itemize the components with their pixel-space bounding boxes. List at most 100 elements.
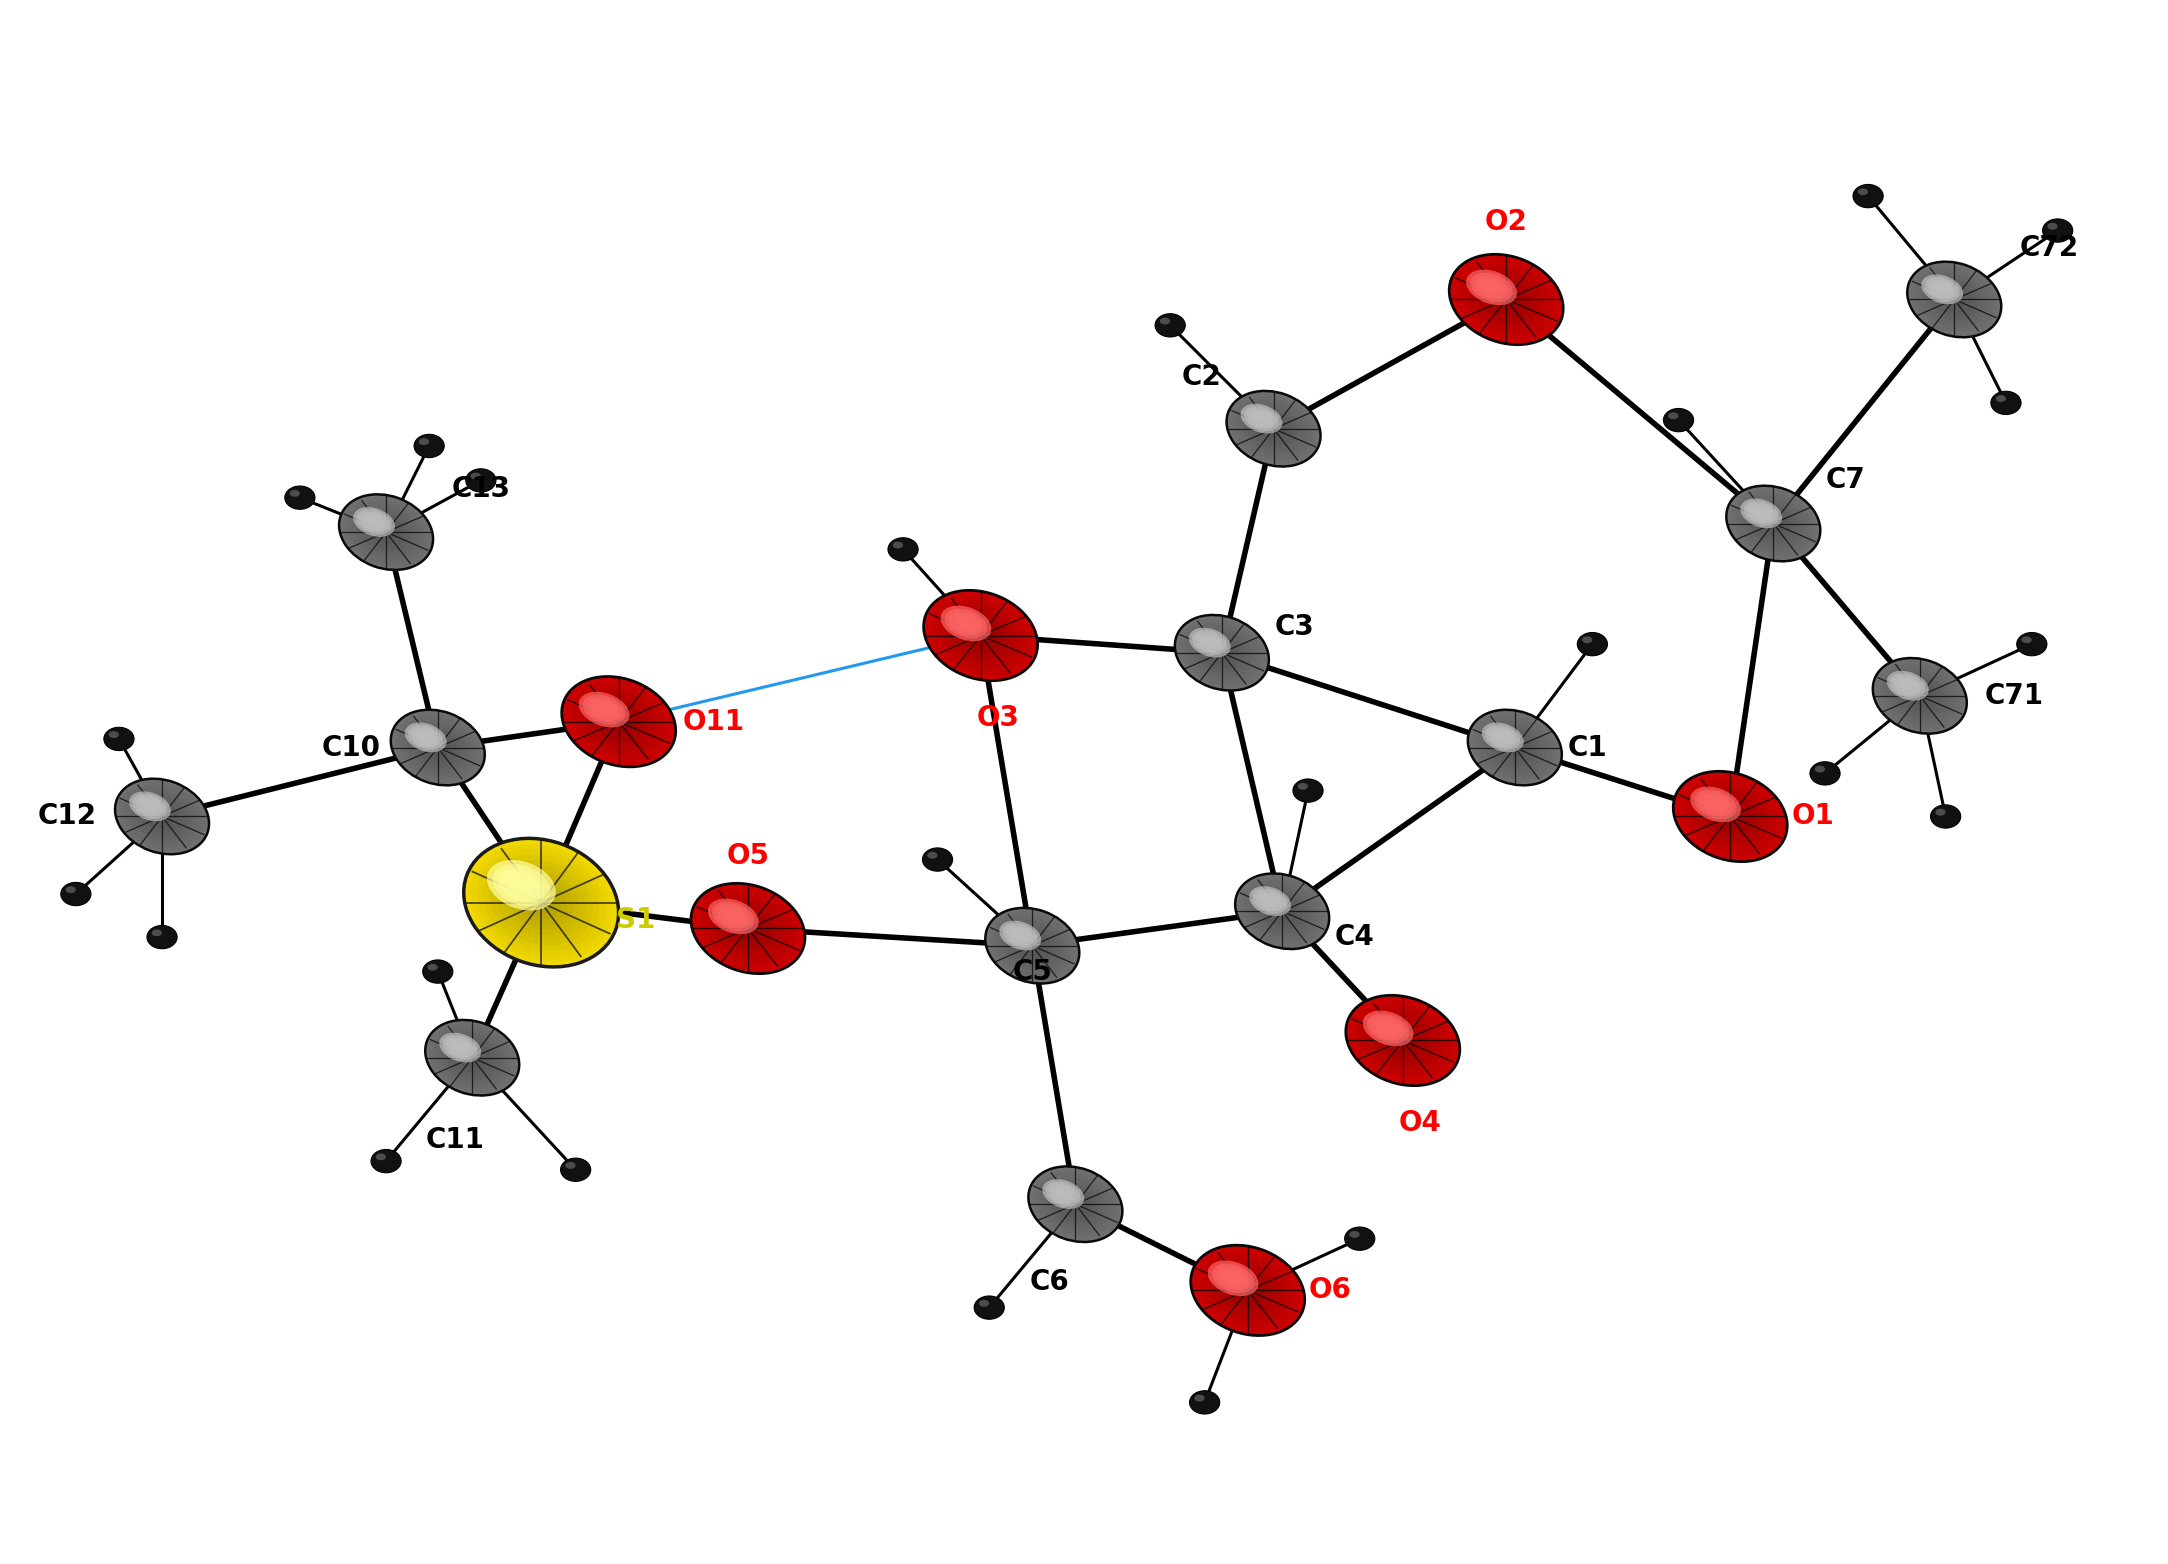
Ellipse shape <box>950 612 982 635</box>
Ellipse shape <box>1043 1179 1084 1209</box>
Ellipse shape <box>423 735 453 760</box>
Ellipse shape <box>1917 693 1923 699</box>
Text: C72: C72 <box>2018 233 2079 261</box>
Ellipse shape <box>1466 269 1518 305</box>
Ellipse shape <box>425 1020 518 1095</box>
Ellipse shape <box>1379 1023 1396 1034</box>
Ellipse shape <box>1045 1179 1106 1229</box>
Ellipse shape <box>1218 649 1225 655</box>
Ellipse shape <box>1179 618 1264 688</box>
Ellipse shape <box>1257 416 1264 421</box>
Ellipse shape <box>971 629 991 643</box>
Ellipse shape <box>1240 404 1283 433</box>
Ellipse shape <box>1398 1037 1407 1045</box>
Ellipse shape <box>343 497 429 566</box>
Ellipse shape <box>700 891 796 967</box>
Ellipse shape <box>1489 727 1518 748</box>
Ellipse shape <box>585 696 653 748</box>
Ellipse shape <box>1810 762 1841 785</box>
Ellipse shape <box>1216 1267 1251 1290</box>
Ellipse shape <box>1468 710 1561 785</box>
Ellipse shape <box>1877 662 1962 730</box>
Ellipse shape <box>1205 1256 1290 1325</box>
Ellipse shape <box>1205 640 1214 644</box>
Text: C1: C1 <box>1567 734 1606 762</box>
Ellipse shape <box>583 694 624 724</box>
Ellipse shape <box>440 1032 503 1082</box>
Ellipse shape <box>720 907 746 926</box>
Ellipse shape <box>1028 943 1036 949</box>
Ellipse shape <box>1487 285 1496 291</box>
Ellipse shape <box>1247 884 1318 940</box>
Ellipse shape <box>152 929 163 937</box>
Ellipse shape <box>427 738 449 757</box>
Ellipse shape <box>1492 730 1513 744</box>
Ellipse shape <box>715 904 750 929</box>
Ellipse shape <box>1932 282 1953 297</box>
Ellipse shape <box>466 469 496 493</box>
Ellipse shape <box>366 516 405 547</box>
Ellipse shape <box>65 887 76 893</box>
Ellipse shape <box>1693 787 1769 846</box>
Ellipse shape <box>588 698 620 721</box>
Ellipse shape <box>1734 493 1812 555</box>
Ellipse shape <box>1056 1189 1095 1220</box>
Ellipse shape <box>1036 1173 1114 1236</box>
Ellipse shape <box>1925 277 1960 302</box>
Ellipse shape <box>605 710 633 734</box>
Ellipse shape <box>1455 258 1559 341</box>
Ellipse shape <box>709 899 759 934</box>
Ellipse shape <box>1912 264 1997 335</box>
Ellipse shape <box>115 779 208 854</box>
Ellipse shape <box>1472 713 1559 782</box>
Ellipse shape <box>447 1037 475 1057</box>
Ellipse shape <box>1351 999 1455 1082</box>
Ellipse shape <box>291 490 299 497</box>
Ellipse shape <box>1500 735 1507 740</box>
Ellipse shape <box>1496 732 1509 743</box>
Ellipse shape <box>1047 1182 1104 1226</box>
Ellipse shape <box>403 719 473 776</box>
Ellipse shape <box>418 732 457 763</box>
Ellipse shape <box>366 518 382 527</box>
Ellipse shape <box>353 507 395 536</box>
Ellipse shape <box>1758 511 1789 536</box>
Text: C71: C71 <box>1986 682 2044 710</box>
Ellipse shape <box>1071 1201 1080 1207</box>
Ellipse shape <box>1706 799 1724 810</box>
Ellipse shape <box>1244 407 1279 432</box>
Ellipse shape <box>390 710 486 785</box>
Ellipse shape <box>1481 723 1524 752</box>
Text: O2: O2 <box>1485 208 1528 236</box>
Text: C6: C6 <box>1030 1268 1069 1295</box>
Ellipse shape <box>2042 219 2073 242</box>
Ellipse shape <box>418 732 434 743</box>
Ellipse shape <box>577 688 661 755</box>
Ellipse shape <box>130 791 171 821</box>
Ellipse shape <box>1210 643 1234 662</box>
Ellipse shape <box>1934 283 1973 316</box>
Ellipse shape <box>1064 1195 1086 1214</box>
Ellipse shape <box>464 838 618 967</box>
Ellipse shape <box>943 605 1019 666</box>
Ellipse shape <box>1344 1228 1375 1250</box>
Ellipse shape <box>1008 927 1056 965</box>
Ellipse shape <box>1711 801 1750 832</box>
Ellipse shape <box>562 677 676 766</box>
Ellipse shape <box>1388 1029 1418 1051</box>
Ellipse shape <box>1028 1167 1123 1242</box>
Ellipse shape <box>594 702 642 740</box>
Ellipse shape <box>1511 744 1520 751</box>
Ellipse shape <box>1242 404 1305 454</box>
Ellipse shape <box>1695 790 1737 820</box>
Ellipse shape <box>1507 741 1522 754</box>
Ellipse shape <box>1496 732 1535 763</box>
Ellipse shape <box>503 871 579 935</box>
Ellipse shape <box>1726 486 1821 561</box>
Ellipse shape <box>1938 286 1971 313</box>
Ellipse shape <box>375 522 397 541</box>
Ellipse shape <box>1006 924 1060 968</box>
Ellipse shape <box>134 795 189 838</box>
Ellipse shape <box>1012 931 1051 962</box>
Ellipse shape <box>1010 927 1030 943</box>
